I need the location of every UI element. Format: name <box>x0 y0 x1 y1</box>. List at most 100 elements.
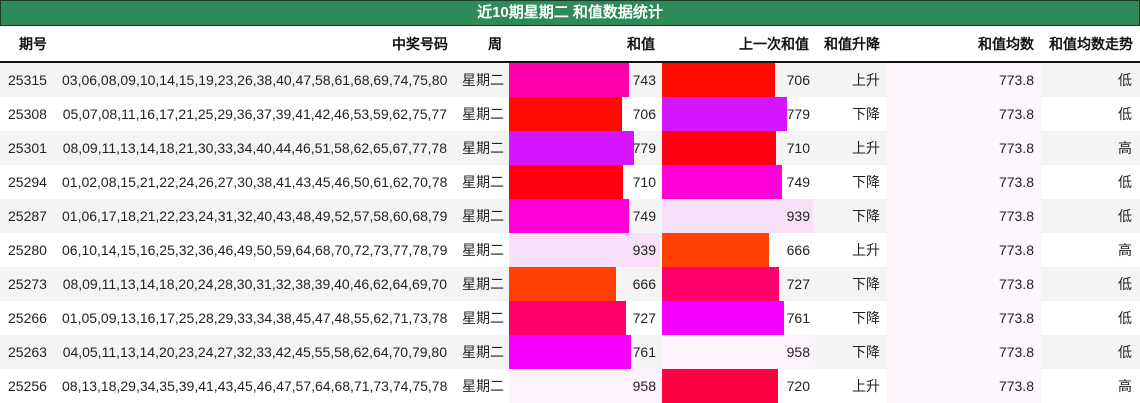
avg-cell: 773.8 <box>887 62 1041 97</box>
sum-cell: 779 <box>509 131 662 165</box>
prev-sum-data-bar <box>662 369 778 403</box>
prev-sum-value: 958 <box>786 344 810 360</box>
week-cell: 星期二 <box>455 62 509 97</box>
numbers-cell: 08,09,11,13,14,18,21,30,33,34,40,44,46,5… <box>55 131 455 165</box>
week-cell: 星期二 <box>455 165 509 199</box>
prev-sum-value: 710 <box>786 140 810 156</box>
prev-sum-data-bar <box>662 63 775 97</box>
table-body: 25315 03,06,08,09,10,14,15,19,23,26,38,40… <box>0 62 1140 403</box>
week-cell: 星期二 <box>455 267 509 301</box>
numbers-cell: 08,13,18,29,34,35,39,41,43,45,46,47,57,6… <box>55 369 455 403</box>
sum-value: 939 <box>632 242 656 258</box>
issue-cell: 25280 <box>0 233 55 267</box>
week-cell: 星期二 <box>455 199 509 233</box>
prev-sum-cell: 779 <box>662 97 816 131</box>
sum-value: 706 <box>632 106 656 122</box>
sum-data-bar <box>509 233 660 267</box>
direction-cell: 下降 <box>816 335 887 369</box>
sum-cell: 710 <box>509 165 662 199</box>
avg-trend-cell: 低 <box>1041 301 1140 335</box>
direction-cell: 上升 <box>816 233 887 267</box>
direction-cell: 下降 <box>816 267 887 301</box>
table-row: 25315 03,06,08,09,10,14,15,19,23,26,38,40… <box>0 62 1140 97</box>
avg-cell: 773.8 <box>887 97 1041 131</box>
header-row: 期号 中奖号码 周 和值 上一次和值 和值升降 和值均数 和值均数走势 <box>0 26 1140 63</box>
sum-data-bar <box>509 301 626 335</box>
direction-cell: 下降 <box>816 199 887 233</box>
sum-value: 666 <box>632 276 656 292</box>
week-cell: 星期二 <box>455 335 509 369</box>
direction-cell: 下降 <box>816 165 887 199</box>
avg-cell: 773.8 <box>887 267 1041 301</box>
prev-sum-cell: 958 <box>662 335 816 369</box>
avg-trend-cell: 低 <box>1041 335 1140 369</box>
table-row: 25294 01,02,08,15,21,22,24,26,27,30,38,41… <box>0 165 1140 199</box>
table-row: 25256 08,13,18,29,34,35,39,41,43,45,46,47… <box>0 369 1140 403</box>
direction-cell: 下降 <box>816 97 887 131</box>
prev-sum-value: 706 <box>786 72 810 88</box>
sum-value: 727 <box>632 310 656 326</box>
sum-data-bar <box>509 369 662 403</box>
sum-data-bar <box>509 97 622 131</box>
issue-cell: 25315 <box>0 62 55 97</box>
avg-trend-cell: 低 <box>1041 62 1140 97</box>
sum-value: 761 <box>632 344 656 360</box>
table-title: 近10期星期二 和值数据统计 <box>0 0 1140 26</box>
prev-sum-data-bar <box>662 335 815 369</box>
avg-trend-cell: 低 <box>1041 165 1140 199</box>
avg-cell: 773.8 <box>887 199 1041 233</box>
issue-cell: 25256 <box>0 369 55 403</box>
numbers-cell: 03,06,08,09,10,14,15,19,23,26,38,40,47,5… <box>55 62 455 97</box>
sum-stats-table: 期号 中奖号码 周 和值 上一次和值 和值升降 和值均数 和值均数走势 2531… <box>0 26 1140 403</box>
table-row: 25308 05,07,08,11,16,17,21,25,29,36,37,39… <box>0 97 1140 131</box>
prev-sum-cell: 720 <box>662 369 816 403</box>
prev-sum-cell: 727 <box>662 267 816 301</box>
direction-cell: 上升 <box>816 369 887 403</box>
numbers-cell: 01,06,17,18,21,22,23,24,31,32,40,43,48,4… <box>55 199 455 233</box>
header-avg-trend: 和值均数走势 <box>1041 26 1140 63</box>
numbers-cell: 06,10,14,15,16,25,32,36,46,49,50,59,64,6… <box>55 233 455 267</box>
avg-cell: 773.8 <box>887 165 1041 199</box>
prev-sum-data-bar <box>662 199 813 233</box>
issue-cell: 25273 <box>0 267 55 301</box>
table-row: 25280 06,10,14,15,16,25,32,36,46,49,50,59… <box>0 233 1140 267</box>
prev-sum-cell: 706 <box>662 62 816 97</box>
prev-sum-data-bar <box>662 267 779 301</box>
avg-cell: 773.8 <box>887 369 1041 403</box>
week-cell: 星期二 <box>455 131 509 165</box>
numbers-cell: 01,05,09,13,16,17,25,28,29,33,34,38,45,4… <box>55 301 455 335</box>
prev-sum-data-bar <box>662 131 776 165</box>
issue-cell: 25308 <box>0 97 55 131</box>
issue-cell: 25287 <box>0 199 55 233</box>
numbers-cell: 05,07,08,11,16,17,21,25,29,36,37,39,41,4… <box>55 97 455 131</box>
issue-cell: 25263 <box>0 335 55 369</box>
avg-cell: 773.8 <box>887 335 1041 369</box>
sum-value: 958 <box>632 378 656 394</box>
sum-value: 779 <box>632 140 656 156</box>
prev-sum-cell: 749 <box>662 165 816 199</box>
sum-value: 710 <box>632 174 656 190</box>
sum-cell: 727 <box>509 301 662 335</box>
avg-trend-cell: 低 <box>1041 97 1140 131</box>
table-row: 25273 08,09,11,13,14,18,20,24,28,30,31,32… <box>0 267 1140 301</box>
numbers-cell: 04,05,11,13,14,20,23,24,27,32,33,42,45,5… <box>55 335 455 369</box>
sum-value: 743 <box>632 72 656 88</box>
prev-sum-cell: 761 <box>662 301 816 335</box>
header-week: 周 <box>455 26 509 63</box>
sum-cell: 939 <box>509 233 662 267</box>
prev-sum-cell: 939 <box>662 199 816 233</box>
header-prev-sum: 上一次和值 <box>662 26 816 63</box>
prev-sum-data-bar <box>662 165 782 199</box>
table-row: 25301 08,09,11,13,14,18,21,30,33,34,40,44… <box>0 131 1140 165</box>
avg-trend-cell: 高 <box>1041 233 1140 267</box>
header-issue: 期号 <box>0 26 55 63</box>
week-cell: 星期二 <box>455 369 509 403</box>
week-cell: 星期二 <box>455 301 509 335</box>
sum-cell: 958 <box>509 369 662 403</box>
sum-cell: 666 <box>509 267 662 301</box>
avg-cell: 773.8 <box>887 233 1041 267</box>
prev-sum-data-bar <box>662 97 787 131</box>
avg-cell: 773.8 <box>887 131 1041 165</box>
avg-trend-cell: 低 <box>1041 267 1140 301</box>
header-sum: 和值 <box>509 26 662 63</box>
